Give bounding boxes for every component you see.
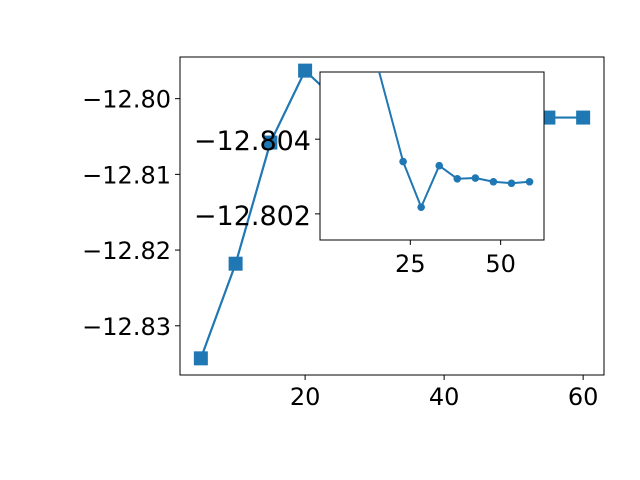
inset-data-point [507,179,516,188]
main-chart: 20 40 60 −12.83 −12.82 −12.81 −12.80 [82,56,605,411]
data-point [298,63,313,78]
x-tick-label: 40 [429,383,460,411]
inset-data-point [471,174,480,182]
inset-y-tick-label: −12.802 [194,201,311,232]
inset-x-tick-label: 50 [485,250,516,278]
y-tick-label: −12.82 [82,237,171,265]
inset-x-tick-label: 25 [395,250,426,278]
x-tick-label: 60 [568,383,599,411]
inset-chart: 25 50 −12.804 −12.802 [194,71,545,278]
inset-data-point [417,203,425,211]
inset-y-tick-label: −12.804 [194,126,311,157]
inset-data-point [399,157,407,166]
data-point [541,110,556,125]
inset-data-point [525,177,534,186]
y-tick-label: −12.80 [82,86,171,114]
y-tick-label: −12.83 [82,313,171,341]
inset-data-point [489,177,498,186]
plot-frame [179,56,605,376]
inset-data-point [435,161,444,170]
data-point [263,135,278,150]
data-point [193,351,208,366]
inset-frame [319,71,545,241]
inset-plot-area [378,72,534,211]
data-point [576,110,591,125]
x-tick-label: 20 [290,383,321,411]
y-tick-label: −12.81 [82,161,171,189]
data-point [228,256,243,271]
inset-data-point [453,174,462,183]
